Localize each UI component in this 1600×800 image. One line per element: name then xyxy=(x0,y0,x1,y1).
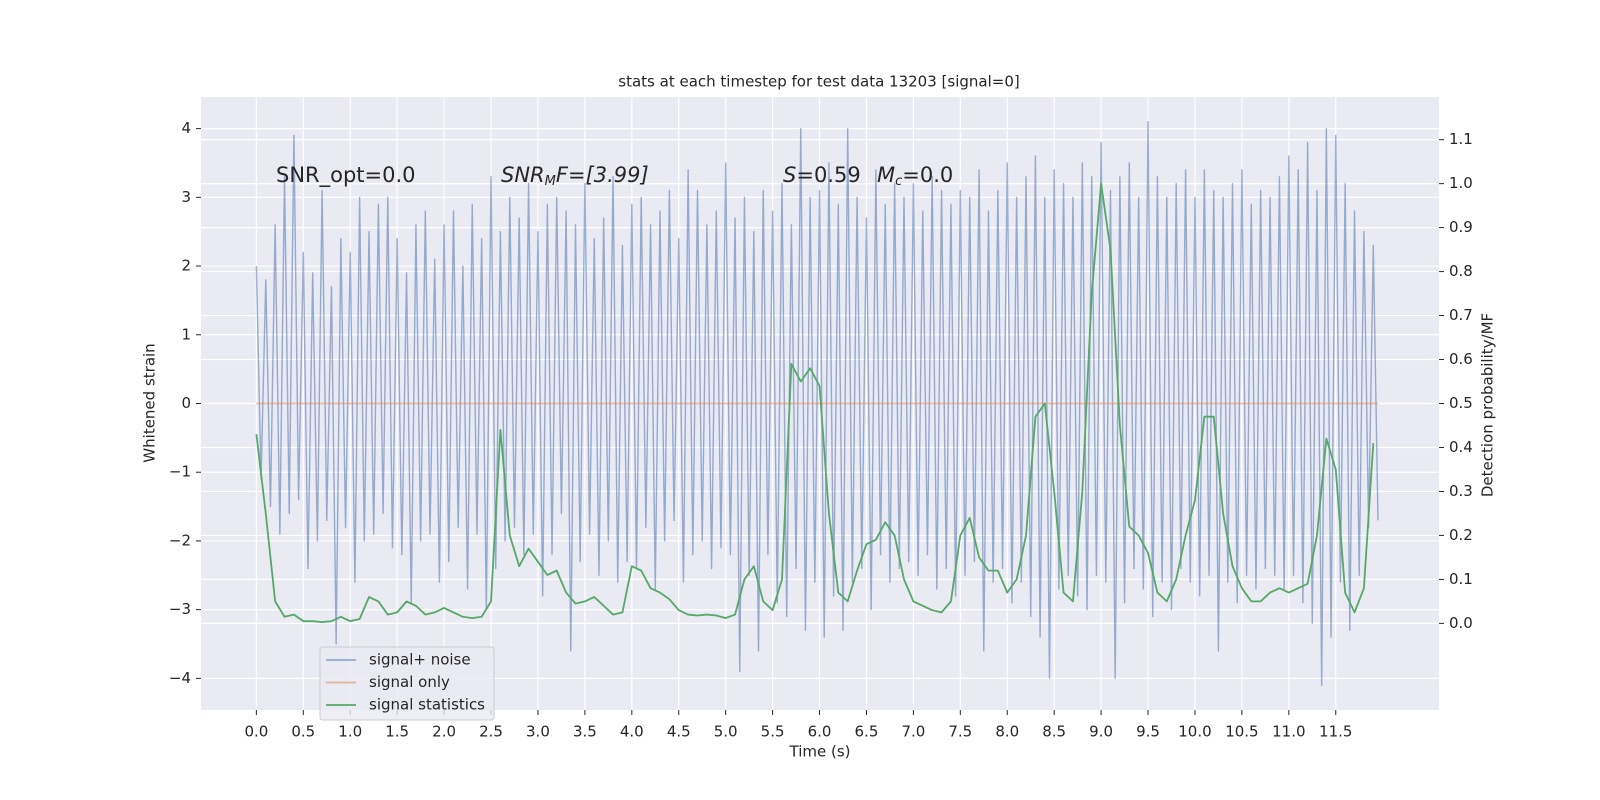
y-tick-label: 0 xyxy=(181,394,191,412)
x-axis-label: Time (s) xyxy=(789,743,851,761)
series-line xyxy=(255,182,1375,623)
x-tick-label: 9.5 xyxy=(1136,723,1160,741)
annotation-part: M xyxy=(545,174,556,189)
x-tick-label: 8.0 xyxy=(995,723,1019,741)
x-tick-label: 6.0 xyxy=(808,723,832,741)
x-tick-label: 11.5 xyxy=(1319,723,1352,741)
x-tick-label: 2.5 xyxy=(479,723,503,741)
y2-tick-label: 1.1 xyxy=(1449,130,1473,148)
x-tick-label: 5.0 xyxy=(714,723,738,741)
annotation-part: SNR xyxy=(501,163,545,187)
x-tick-label: 1.0 xyxy=(338,723,362,741)
annotation-part: =0.0 xyxy=(902,163,953,187)
x-tick-label: 11.0 xyxy=(1272,723,1305,741)
y2-tick-label: 1.0 xyxy=(1449,174,1473,192)
y-tick-label: −3 xyxy=(169,600,191,618)
y2-tick-label: 0.2 xyxy=(1449,526,1473,544)
y-axis-label: Whitened strain xyxy=(141,343,159,462)
x-tick-label: 9.0 xyxy=(1089,723,1113,741)
chart-title: stats at each timestep for test data 132… xyxy=(618,73,1019,91)
y-tick-label: 4 xyxy=(181,119,191,137)
y2-axis-label: Detection probability/MF xyxy=(1479,313,1497,497)
y2-tick-label: 0.4 xyxy=(1449,438,1473,456)
x-tick-label: 5.5 xyxy=(761,723,785,741)
annotation: Mc=0.0 xyxy=(877,163,953,189)
x-tick-label: 4.0 xyxy=(620,723,644,741)
y-tick-label: −2 xyxy=(169,531,191,549)
x-tick-label: 10.5 xyxy=(1225,723,1258,741)
x-tick-label: 2.0 xyxy=(432,723,456,741)
y-tick-label: 2 xyxy=(181,257,191,275)
x-tick-label: 6.5 xyxy=(855,723,879,741)
y2-tick-label: 0.1 xyxy=(1449,570,1473,588)
annotation: SNR_opt=0.0 xyxy=(276,163,416,188)
y-tick-label: 1 xyxy=(181,325,191,343)
y2-tick-label: 0.0 xyxy=(1449,614,1473,632)
y2-tick-label: 0.7 xyxy=(1449,306,1473,324)
x-tick-label: 7.0 xyxy=(901,723,925,741)
y2-tick-label: 0.6 xyxy=(1449,350,1473,368)
annotation-part: F=[3.99] xyxy=(556,163,649,187)
x-tick-label: 8.5 xyxy=(1042,723,1066,741)
x-tick-label: 3.5 xyxy=(573,723,597,741)
y2-tick-label: 0.5 xyxy=(1449,394,1473,412)
x-tick-label: 0.0 xyxy=(244,723,268,741)
annotation-part: =0.59 xyxy=(796,163,860,187)
x-tick-label: 7.5 xyxy=(948,723,972,741)
x-tick-label: 10.0 xyxy=(1178,723,1211,741)
annotation-part: S xyxy=(783,163,796,187)
annotation-part: M xyxy=(877,163,895,187)
x-tick-label: 1.5 xyxy=(385,723,409,741)
y2-tick-label: 0.8 xyxy=(1449,262,1473,280)
x-tick-label: 0.5 xyxy=(291,723,315,741)
legend-label: signal only xyxy=(369,673,450,691)
legend-label: signal+ noise xyxy=(369,651,471,669)
annotation: S=0.59 xyxy=(783,163,861,187)
y2-tick-label: 0.9 xyxy=(1449,218,1473,236)
y-tick-label: 3 xyxy=(181,188,191,206)
annotation-part: c xyxy=(895,174,902,189)
x-tick-label: 4.5 xyxy=(667,723,691,741)
legend-label: signal statistics xyxy=(369,696,485,714)
x-tick-label: 3.0 xyxy=(526,723,550,741)
legend-box xyxy=(319,646,495,721)
annotation: SNRMF=[3.99] xyxy=(501,163,649,189)
y2-tick-label: 0.3 xyxy=(1449,482,1473,500)
y-tick-label: −4 xyxy=(169,669,191,687)
y-tick-label: −1 xyxy=(169,463,191,481)
